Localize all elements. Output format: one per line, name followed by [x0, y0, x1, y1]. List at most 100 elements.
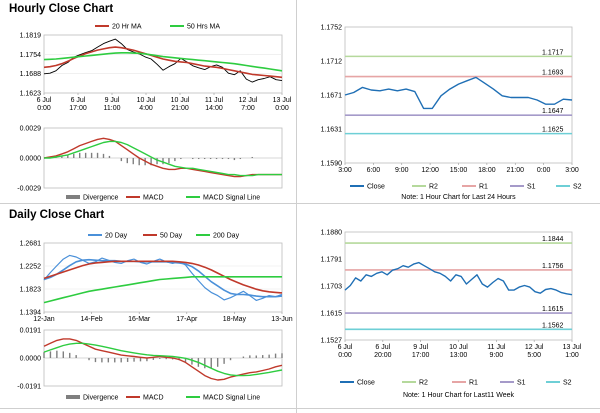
daily-price-xtick-label: 17-Apr	[176, 316, 198, 323]
daily-macd-legend-2-label: MACD Signal Line	[203, 395, 260, 402]
hourly-24h-xtick-label: 0:00	[537, 167, 551, 174]
hourly-price-ytick-label: 1.1688	[20, 71, 42, 78]
daily-week-xtick-label: 10 Jul 13:00	[449, 344, 468, 359]
hourly-price-xtick-label: 11 Jul 14:00	[205, 97, 224, 112]
daily-week-xtick-label: 11 Jul 9:00	[487, 344, 506, 359]
bottom-divider	[0, 408, 600, 409]
daily-week-xtick-label: 6 Jul 0:00	[338, 344, 353, 359]
daily-week-level-label: 1.1756	[542, 263, 564, 270]
daily-section-title: Daily Close Chart	[9, 209, 105, 221]
daily-week-close-line	[344, 261, 573, 296]
hourly-24h-frame	[344, 26, 573, 164]
hourly-24h-xtick-label: 15:00	[450, 167, 468, 174]
hourly-24h-legend-1-label: R2	[429, 184, 438, 191]
daily-week-frame	[344, 231, 573, 341]
daily-macd-legend-0-label: Divergence	[83, 395, 119, 402]
daily-price-ytick-label: 1.2252	[20, 264, 42, 271]
daily-price-ytick-label: 1.1823	[20, 287, 42, 294]
hourly-24h-ytick-label: 1.1671	[321, 93, 343, 100]
daily-price-xtick-label: 12-Jan	[33, 316, 55, 323]
hourly-price-price-line	[43, 38, 283, 83]
hourly-24h-level-label: 1.1647	[542, 108, 564, 115]
hourly-macd-legend-0-label: Divergence	[83, 195, 119, 202]
hourly-price-xtick-label: 10 Jul 4:00	[137, 97, 156, 112]
hourly-24h-xtick-label: 3:00	[338, 167, 352, 174]
daily-week-ytick-label: 1.1615	[321, 311, 343, 318]
hourly-24h-level-label: 1.1625	[542, 127, 564, 134]
hourly-price-legend-0-label: 20 Hr MA	[112, 24, 142, 31]
hourly-24h-xtick-label: 3:00	[565, 167, 579, 174]
daily-price-xtick-label: 14-Feb	[81, 316, 103, 323]
hourly-24h-xtick-label: 12:00	[421, 167, 439, 174]
hourly-price-xtick-label: 10 Jul 21:00	[171, 97, 190, 112]
daily-price-xtick-label: 13-Jun	[271, 316, 293, 323]
daily-price-ma200-line	[43, 275, 282, 304]
hourly-24h-level-label: 1.1717	[542, 49, 564, 56]
daily-macd-legend-0-swatch	[66, 395, 80, 399]
daily-price-ma50-line	[43, 260, 283, 294]
hourly-24h-xtick-label: 6:00	[367, 167, 381, 174]
daily-week-xtick-label: 13 Jul 1:00	[563, 344, 582, 359]
hourly-24h-ytick-label: 1.1712	[321, 59, 343, 66]
daily-price-legend-0-label: 20 Day	[105, 233, 128, 240]
daily-week-ytick-label: 1.1791	[321, 257, 343, 264]
daily-price-xtick-label: 16-Mar	[128, 316, 151, 323]
daily-week-ytick-label: 1.1527	[321, 338, 343, 345]
daily-price-xtick-label: 18-May	[223, 316, 247, 323]
hourly-macd-ytick-label: 0.0000	[20, 156, 42, 163]
daily-week-note: Note: 1 Hour Chart for Last11 Week	[403, 392, 515, 399]
daily-macd-ytick-label: 0.0000	[20, 356, 42, 363]
hourly-macd-legend-2-label: MACD Signal Line	[203, 195, 260, 202]
daily-week-legend-3-label: S1	[517, 380, 526, 387]
daily-week-legend-1-label: R2	[419, 380, 428, 387]
hourly-price-xtick-label: 6 Jul 17:00	[69, 97, 87, 112]
hourly-24h-legend-3-label: S1	[527, 184, 536, 191]
daily-week-legend-2-label: R1	[469, 380, 478, 387]
hourly-24h-level-label: 1.1693	[542, 70, 564, 77]
hourly-price-legend-1-label: 50 Hrs MA	[187, 24, 220, 31]
daily-macd-signal-line	[43, 342, 283, 377]
daily-macd-macd-line	[43, 338, 283, 381]
daily-price-legend-2-label: 200 Day	[213, 233, 240, 240]
daily-price-ytick-label: 1.1394	[20, 310, 42, 317]
hourly-24h-xtick-label: 18:00	[478, 167, 496, 174]
daily-week-legend-4-label: S2	[563, 380, 572, 387]
hourly-price-xtick-label: 12 Jul 7:00	[239, 97, 258, 112]
hourly-price-xtick-label: 13 Jul 0:00	[273, 97, 292, 112]
daily-week-level-label: 1.1562	[542, 322, 564, 329]
hourly-price-ytick-label: 1.1754	[20, 52, 42, 59]
hourly-macd-legend-0-swatch	[66, 195, 80, 199]
daily-week-xtick-label: 9 Jul 17:00	[412, 344, 430, 359]
hourly-macd-legend-1-label: MACD	[143, 195, 164, 202]
hourly-24h-legend-0-label: Close	[367, 184, 385, 191]
hourly-price-ma50-line	[43, 51, 283, 72]
hourly-macd-ytick-label: -0.0029	[17, 186, 41, 193]
daily-macd-legend-1-label: MACD	[143, 395, 164, 402]
daily-week-level-label: 1.1615	[542, 306, 564, 313]
hourly-24h-ytick-label: 1.1590	[321, 161, 343, 168]
hourly-section-title: Hourly Close Chart	[9, 3, 114, 15]
daily-week-xtick-label: 12 Jul 5:00	[525, 344, 544, 359]
hourly-24h-legend-4-label: S2	[573, 184, 582, 191]
section-divider	[0, 203, 600, 204]
daily-price-ytick-label: 1.2681	[20, 241, 42, 248]
hourly-macd-signal-line	[44, 140, 282, 177]
daily-macd-ytick-label: -0.0191	[17, 384, 41, 391]
daily-macd-ytick-label: 0.0191	[20, 328, 42, 335]
daily-price-ma20-line	[43, 258, 283, 298]
hourly-24h-legend-2-label: R1	[479, 184, 488, 191]
hourly-24h-xtick-label: 9:00	[395, 167, 409, 174]
hourly-price-ma20-line	[43, 46, 283, 79]
daily-week-legend-0-label: Close	[357, 380, 375, 387]
hourly-price-ytick-label: 1.1819	[20, 33, 42, 40]
daily-week-level-label: 1.1844	[542, 236, 564, 243]
hourly-price-xtick-label: 6 Jul 0:00	[37, 97, 52, 112]
column-divider	[296, 0, 297, 413]
hourly-24h-ytick-label: 1.1631	[321, 127, 343, 134]
hourly-price-frame	[43, 34, 283, 94]
hourly-24h-close-line	[344, 76, 573, 110]
daily-price-legend-1-label: 50 Day	[160, 233, 183, 240]
hourly-price-xtick-label: 9 Jul 11:00	[104, 97, 121, 112]
hourly-macd-ytick-label: 0.0029	[20, 126, 42, 133]
